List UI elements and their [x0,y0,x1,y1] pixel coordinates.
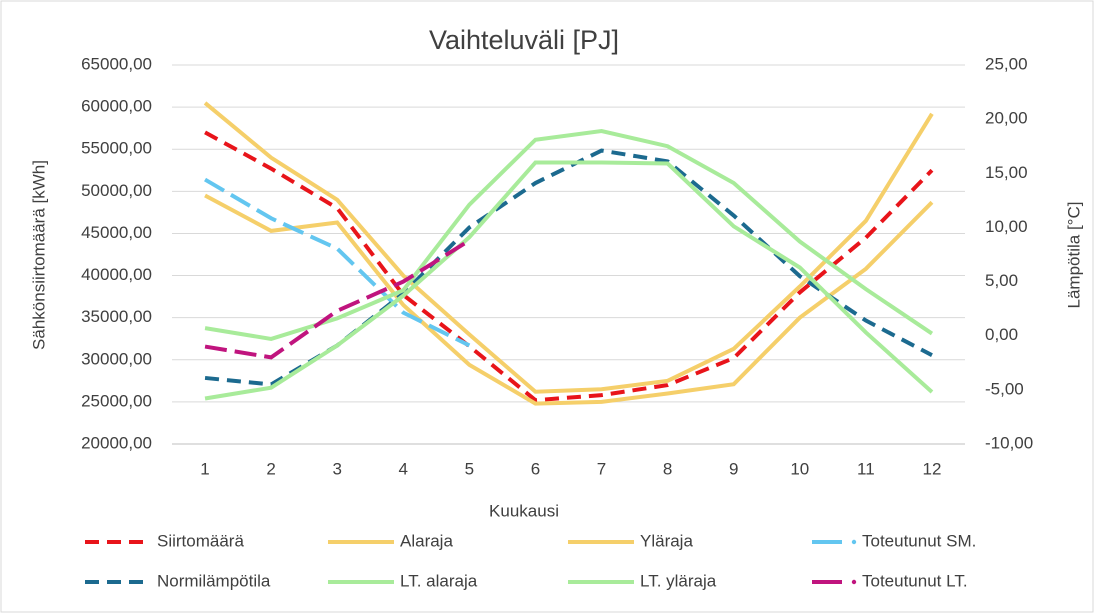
x-tick-label: 9 [729,459,738,478]
y-tick-label: 25000,00 [81,391,152,410]
y2-tick-label: 0,00 [985,325,1018,344]
series-line [204,177,471,348]
legend-label: Normilämpötila [157,571,271,590]
x-tick-label: 7 [597,459,606,478]
x-tick-label: 3 [332,459,341,478]
y2-tick-label: 10,00 [985,217,1028,236]
x-tick-label: 6 [531,459,540,478]
y2-axis-label: Lämpötila [°C] [1064,202,1083,309]
y-tick-label: 65000,00 [81,54,152,73]
y-tick-label: 60000,00 [81,97,152,116]
legend-label: Yläraja [640,531,693,550]
y-tick-label: 50000,00 [81,181,152,200]
x-axis-label: Kuukausi [489,501,559,520]
legend-swatch [851,579,857,585]
x-tick-label: 5 [465,459,474,478]
series-line [204,129,934,342]
y2-tick-label: 20,00 [985,109,1028,128]
x-tick-label: 1 [200,459,209,478]
y-tick-label: 35000,00 [81,307,152,326]
series-line [204,238,471,360]
chart-title: Vaihteluväli [PJ] [429,25,619,55]
y-tick-label: 30000,00 [81,349,152,368]
y2-tick-label: -5,00 [985,379,1024,398]
y2-tick-label: 15,00 [985,163,1028,182]
x-tick-label: 11 [857,459,875,478]
legend-label: Siirtomäärä [157,531,244,550]
legend-swatch [851,539,857,545]
x-tick-label: 4 [399,459,408,478]
y-tick-label: 45000,00 [81,223,152,242]
legend-label: Toteutunut LT. [862,571,968,590]
x-tick-label: 10 [790,459,809,478]
series-line [204,130,934,403]
y-tick-label: 20000,00 [81,433,152,452]
x-tick-label: 12 [922,459,941,478]
x-tick-label: 2 [266,459,275,478]
series-line [204,148,933,387]
legend-label: LT. alaraja [400,571,478,590]
y2-tick-label: 5,00 [985,271,1018,290]
legend-label: Alaraja [400,531,453,550]
series-line [204,160,934,401]
y2-tick-label: -10,00 [985,433,1033,452]
y-tick-label: 55000,00 [81,139,152,158]
y-tick-label: 40000,00 [81,265,152,284]
y2-tick-label: 25,00 [985,54,1028,73]
y-axis-label: Sähkönsiirtomäärä [kWh] [29,160,48,350]
legend-label: LT. yläraja [640,571,717,590]
legend-label: Toteutunut SM. [862,531,976,550]
series-line [204,193,934,406]
x-tick-label: 8 [663,459,672,478]
